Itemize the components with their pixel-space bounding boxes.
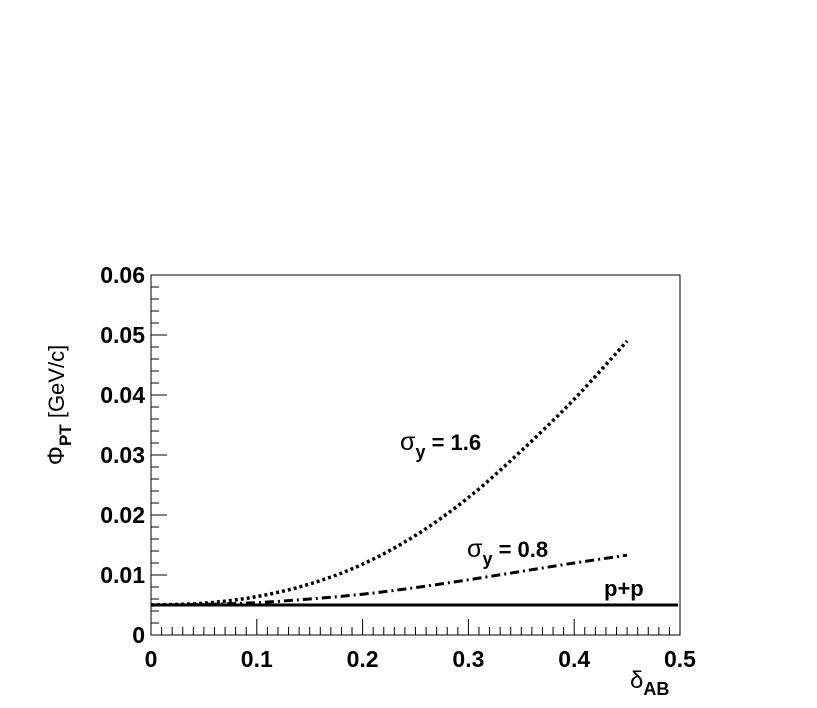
annotation-sigma-1-6: σy = 1.6 bbox=[400, 428, 481, 462]
y-tick-label: 0.04 bbox=[100, 382, 145, 408]
x-tick-label: 0.5 bbox=[664, 646, 696, 672]
tick-marks bbox=[150, 274, 681, 636]
x-tick-label: 0.2 bbox=[347, 646, 379, 672]
x-axis-title: δAB bbox=[630, 667, 669, 699]
y-axis-title: ΦPT [GeV/c] bbox=[43, 345, 75, 465]
y-tick-label: 0.02 bbox=[100, 502, 145, 528]
tick-labels: 0 0.1 0.2 0.3 0.4 0.5 0 0.01 0.02 0.03 0.04 0.05 0.0… bbox=[100, 262, 696, 672]
series-line-0 bbox=[150, 339, 629, 607]
y-tick-label: 0 bbox=[132, 622, 145, 648]
x-tick-label: 0.4 bbox=[558, 646, 590, 672]
series-line-1 bbox=[150, 553, 628, 607]
y-tick-label: 0.05 bbox=[100, 322, 145, 348]
series-layer bbox=[150, 339, 678, 607]
x-tick-label: 0 bbox=[145, 646, 158, 672]
y-tick-label: 0.01 bbox=[100, 562, 145, 588]
y-tick-label: 0.06 bbox=[100, 262, 145, 288]
annotation-pp: p+p bbox=[604, 576, 644, 601]
annotation-sigma-0-8: σy = 0.8 bbox=[467, 535, 548, 569]
x-tick-label: 0.3 bbox=[452, 646, 484, 672]
y-tick-label: 0.03 bbox=[100, 442, 145, 468]
x-tick-label: 0.1 bbox=[241, 646, 273, 672]
